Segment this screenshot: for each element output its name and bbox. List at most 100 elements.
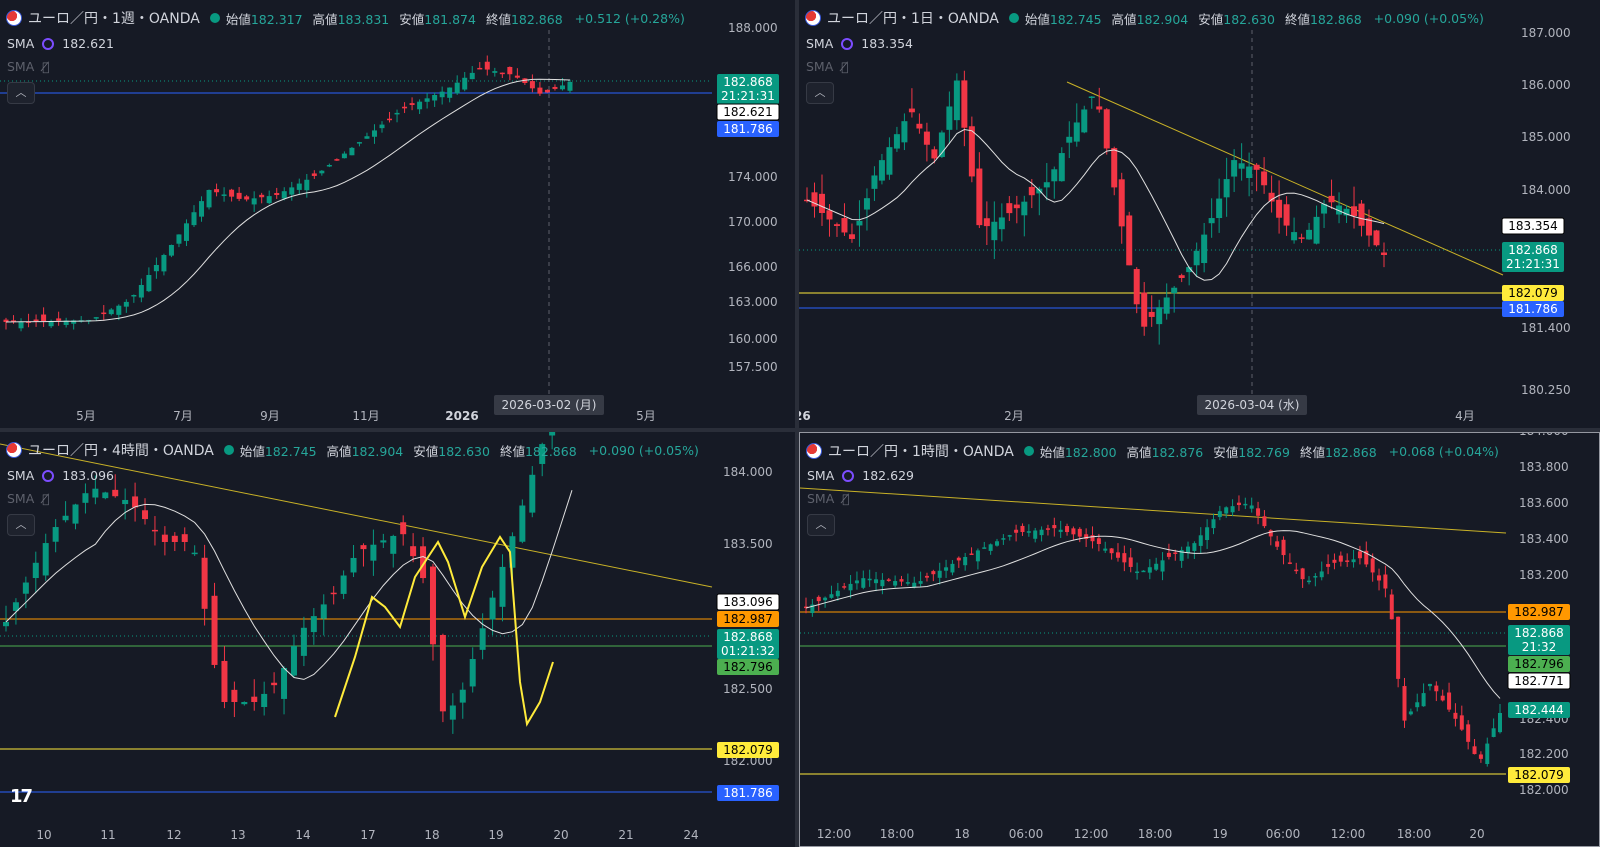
eye-hidden-icon[interactable]: 👁̸ (42, 59, 50, 74)
candle-body (529, 474, 536, 513)
candle-body (132, 496, 139, 508)
candle-body (274, 193, 280, 195)
collapse-indicators-button[interactable]: ︿ (807, 514, 835, 536)
price-tag (716, 103, 780, 121)
chart-canvas-1h[interactable]: 184.000 183.800 183.600 183.400 183.200 182.4… (800, 433, 1599, 846)
collapse-indicators-button[interactable]: ︿ (7, 82, 35, 104)
candle-body (1281, 539, 1286, 556)
candle-body (953, 80, 960, 121)
candle-body (259, 194, 265, 198)
indicator-sma[interactable]: SMA 183.354 (806, 36, 913, 51)
indicator-loading-icon (42, 37, 55, 50)
candle-body (861, 578, 866, 588)
candle-body (1370, 558, 1375, 573)
candle-body (290, 646, 297, 676)
candle-body (1126, 215, 1133, 266)
candle-body (1096, 538, 1101, 545)
price-tag (1508, 625, 1570, 655)
indicator-sma[interactable]: SMA 182.629 (807, 468, 914, 483)
x-axis-tick-label: 2026 (799, 409, 811, 423)
price-tag-label: 181.786 (723, 122, 773, 136)
indicator-sma-hidden[interactable]: SMA 👁̸ (807, 491, 850, 506)
candle-body (101, 312, 107, 315)
candle-body (1020, 525, 1025, 533)
eye-hidden-icon[interactable]: 👁̸ (842, 491, 850, 506)
candle-body (874, 579, 879, 584)
candle-body (122, 499, 129, 505)
candle-body (848, 583, 853, 591)
candle-body (848, 234, 855, 239)
indicator-loading-icon (42, 469, 55, 482)
candle-body (810, 604, 815, 614)
candle-body (52, 527, 59, 542)
candle-body (142, 510, 149, 520)
candle-body (1351, 206, 1358, 217)
candle-body (93, 317, 99, 319)
candle-body (72, 504, 79, 524)
candle-body (549, 432, 556, 436)
collapse-indicators-button[interactable]: ︿ (806, 82, 834, 104)
pane-divider-horizontal[interactable] (0, 428, 1600, 432)
candle-body (1090, 535, 1095, 542)
eye-hidden-icon[interactable]: 👁̸ (841, 59, 849, 74)
indicator-loading-icon (841, 37, 854, 50)
symbol-title[interactable]: ユーロ／円・1時間・OANDA (828, 444, 1014, 460)
x-axis-tick-label: 06:00 (1009, 827, 1044, 841)
candle-body (1066, 136, 1073, 143)
chart-pane-1h[interactable]: 184.000 183.800 183.600 183.400 183.200 182.4… (799, 432, 1600, 847)
change-readout: +0.090 (+0.05%) (1373, 10, 1484, 26)
indicator-sma-hidden[interactable]: SMA 👁̸ (7, 491, 50, 506)
candle-body (1201, 234, 1208, 264)
indicator-sma-hidden[interactable]: SMA 👁̸ (7, 59, 50, 74)
sma-line (805, 530, 1501, 699)
candle-body (304, 179, 310, 191)
price-tag-label: 182.796 (723, 660, 773, 674)
candle-body (492, 71, 498, 73)
collapse-indicators-button[interactable]: ︿ (7, 514, 35, 536)
candle-body (281, 191, 287, 199)
candle-body (823, 597, 828, 601)
candle-body (1211, 519, 1216, 529)
chart-canvas-daily[interactable]: 187.000 186.000 185.000 184.000 181.400 180.2… (799, 0, 1600, 428)
chart-pane-4h[interactable]: 184.000 183.500 182.500 182.000 10 11 12 13 14 17… (0, 432, 795, 847)
indicator-sma[interactable]: SMA 183.096 (7, 468, 114, 483)
candle-body (454, 82, 460, 94)
candle-body (529, 81, 535, 89)
candle-body (71, 320, 77, 324)
candle-body (968, 126, 975, 177)
chart-canvas-weekly[interactable]: 188.000 174.000 170.000 166.000 163.000 160.0… (0, 0, 795, 428)
candle-body (893, 134, 900, 149)
pane-divider-vertical[interactable] (795, 0, 799, 847)
candle-body (1243, 503, 1248, 506)
trendline (1066, 81, 1504, 276)
candle-body (221, 660, 228, 702)
candle-body (1006, 203, 1013, 214)
symbol-title[interactable]: ユーロ／円・1日・OANDA (827, 11, 999, 27)
candle-body (221, 194, 227, 196)
chart-pane-weekly[interactable]: 188.000 174.000 170.000 166.000 163.000 160.0… (0, 0, 795, 428)
symbol-title[interactable]: ユーロ／円・4時間・OANDA (28, 443, 214, 459)
hand-drawn-path (334, 535, 554, 727)
symbol-title[interactable]: ユーロ／円・1週・OANDA (28, 11, 200, 27)
eye-hidden-icon[interactable]: 👁̸ (42, 491, 50, 506)
candle-body (1178, 275, 1185, 278)
candle-body (1001, 538, 1006, 540)
candle-body (867, 578, 872, 581)
candle-body (231, 689, 238, 702)
candle-body (1058, 529, 1063, 532)
chart-pane-daily[interactable]: 187.000 186.000 185.000 184.000 181.400 180.2… (799, 0, 1600, 428)
candle-body (1039, 529, 1044, 536)
candle-body (171, 535, 178, 542)
candle-body (1427, 683, 1432, 687)
candle-body (1453, 712, 1458, 719)
y-axis-tick-label: 182.000 (1519, 783, 1569, 797)
indicator-sma-hidden[interactable]: SMA 👁̸ (806, 59, 849, 74)
indicator-sma[interactable]: SMA 182.621 (7, 36, 114, 51)
candle-body (1351, 559, 1356, 563)
candle-body (1154, 563, 1159, 570)
candle-body (1313, 576, 1318, 578)
candle-body (995, 541, 1000, 546)
candle-body (1466, 724, 1471, 742)
candle-body (364, 136, 370, 139)
